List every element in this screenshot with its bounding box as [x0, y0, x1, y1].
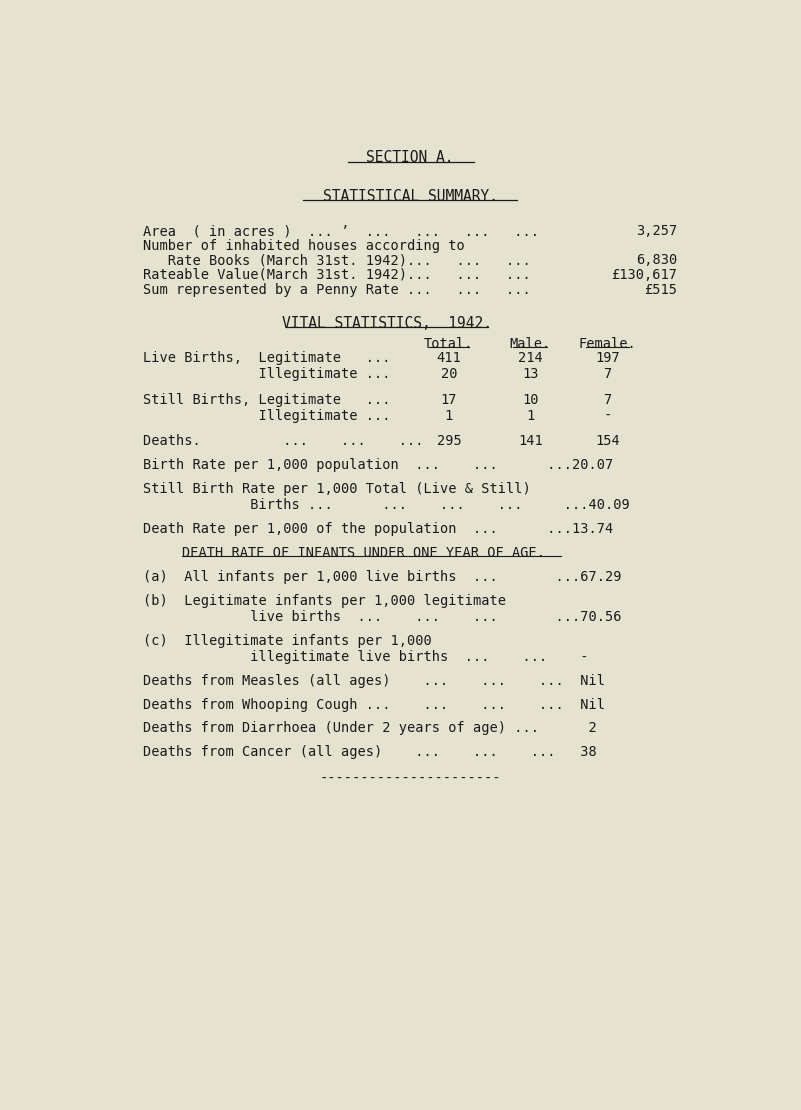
Text: DEATH RATE OF INFANTS UNDER ONE YEAR OF AGE.: DEATH RATE OF INFANTS UNDER ONE YEAR OF … [182, 546, 545, 559]
Text: Deaths.          ...    ...    ...: Deaths. ... ... ... [143, 434, 423, 448]
Text: Deaths from Measles (all ages)    ...    ...    ...  Nil: Deaths from Measles (all ages) ... ... .… [143, 674, 605, 688]
Text: STATISTICAL SUMMARY.: STATISTICAL SUMMARY. [323, 189, 497, 203]
Text: Rateable Value(March 31st. 1942)...   ...   ...: Rateable Value(March 31st. 1942)... ... … [143, 268, 530, 282]
Text: Area  ( in acres )  ... ’  ...   ...   ...   ...: Area ( in acres ) ... ’ ... ... ... ... [143, 224, 539, 238]
Text: 1: 1 [526, 408, 534, 423]
Text: Live Births,  Legitimate   ...: Live Births, Legitimate ... [143, 351, 390, 365]
Text: SECTION A.: SECTION A. [366, 150, 454, 165]
Text: Deaths from Diarrhoea (Under 2 years of age) ...      2: Deaths from Diarrhoea (Under 2 years of … [143, 722, 597, 736]
Text: £130,617: £130,617 [611, 268, 678, 282]
Text: Still Births, Legitimate   ...: Still Births, Legitimate ... [143, 393, 390, 406]
Text: illegitimate live births  ...    ...    -: illegitimate live births ... ... - [143, 649, 588, 664]
Text: (c)  Illegitimate infants per 1,000: (c) Illegitimate infants per 1,000 [143, 634, 432, 648]
Text: 20: 20 [441, 367, 457, 381]
Text: Still Birth Rate per 1,000 Total (Live & Still): Still Birth Rate per 1,000 Total (Live &… [143, 482, 530, 496]
Text: 3,257: 3,257 [636, 224, 678, 238]
Text: 214: 214 [518, 351, 542, 365]
Text: 7: 7 [604, 393, 612, 406]
Text: 197: 197 [595, 351, 620, 365]
Text: 141: 141 [518, 434, 542, 448]
Text: Birth Rate per 1,000 population  ...    ...      ...20.07: Birth Rate per 1,000 population ... ... … [143, 458, 613, 472]
Text: 7: 7 [604, 367, 612, 381]
Text: (a)  All infants per 1,000 live births  ...       ...67.29: (a) All infants per 1,000 live births ..… [143, 569, 622, 584]
Text: 6,830: 6,830 [636, 253, 678, 268]
Text: Female.: Female. [579, 337, 637, 351]
Text: Births ...      ...    ...    ...     ...40.09: Births ... ... ... ... ...40.09 [143, 498, 630, 512]
Text: 295: 295 [437, 434, 461, 448]
Text: Sum represented by a Penny Rate ...   ...   ...: Sum represented by a Penny Rate ... ... … [143, 283, 530, 296]
Text: £515: £515 [645, 283, 678, 296]
Text: Illegitimate ...: Illegitimate ... [143, 367, 390, 381]
Text: Rate Books (March 31st. 1942)...   ...   ...: Rate Books (March 31st. 1942)... ... ... [143, 253, 530, 268]
Text: ----------------------: ---------------------- [320, 773, 501, 786]
Text: live births  ...    ...    ...       ...70.56: live births ... ... ... ...70.56 [143, 609, 622, 624]
Text: (b)  Legitimate infants per 1,000 legitimate: (b) Legitimate infants per 1,000 legitim… [143, 594, 505, 607]
Text: Number of inhabited houses according to: Number of inhabited houses according to [143, 239, 465, 253]
Text: Deaths from Whooping Cough ...    ...    ...    ...  Nil: Deaths from Whooping Cough ... ... ... .… [143, 697, 605, 712]
Text: 17: 17 [441, 393, 457, 406]
Text: 1: 1 [445, 408, 453, 423]
Text: 154: 154 [595, 434, 620, 448]
Text: Male.: Male. [509, 337, 551, 351]
Text: 411: 411 [437, 351, 461, 365]
Text: Deaths from Cancer (all ages)    ...    ...    ...   38: Deaths from Cancer (all ages) ... ... ..… [143, 745, 597, 759]
Text: -: - [604, 408, 612, 423]
Text: Death Rate per 1,000 of the population  ...      ...13.74: Death Rate per 1,000 of the population .… [143, 522, 613, 536]
Text: Illegitimate ...: Illegitimate ... [143, 408, 390, 423]
Text: VITAL STATISTICS,  1942.: VITAL STATISTICS, 1942. [282, 315, 492, 331]
Text: 10: 10 [522, 393, 538, 406]
Text: 13: 13 [522, 367, 538, 381]
Text: Total.: Total. [424, 337, 473, 351]
